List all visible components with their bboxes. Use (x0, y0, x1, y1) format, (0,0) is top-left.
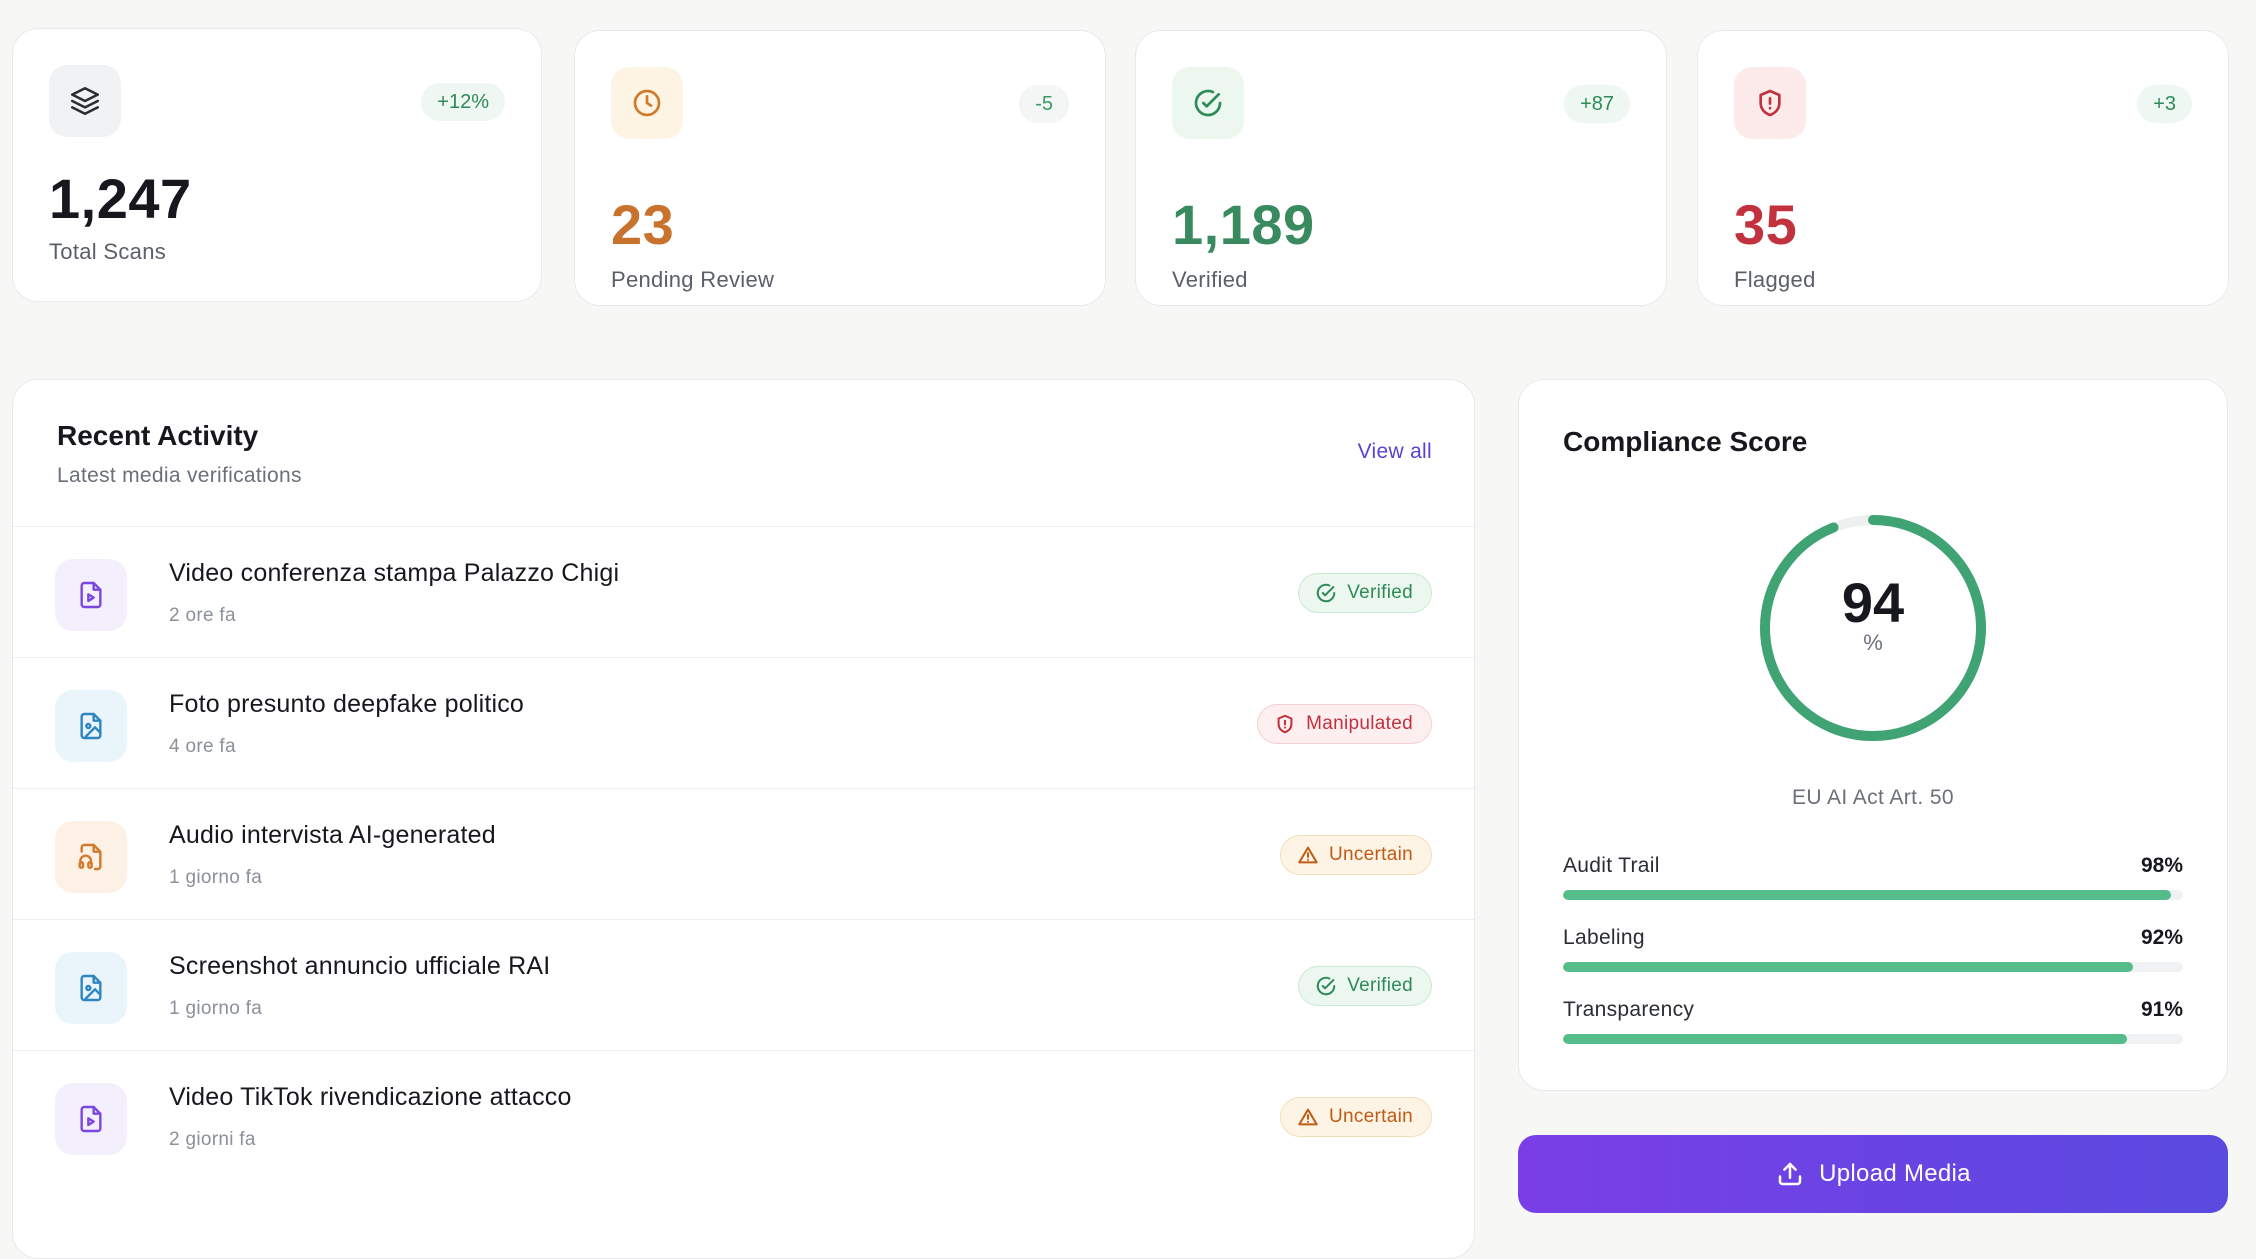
stat-card-pending-review: -5 23 Pending Review (574, 30, 1106, 306)
status-badge: Verified (1298, 966, 1432, 1006)
gauge-arc (1760, 515, 1986, 741)
stat-value: 35 (1734, 193, 1798, 256)
audio-file-icon (55, 821, 127, 893)
compliance-score-panel: Compliance Score 94 % EU AI Act Art. 50 … (1518, 379, 2228, 1091)
status-label: Uncertain (1328, 1106, 1413, 1127)
activity-item[interactable]: Video TikTok rivendicazione attacco 2 gi… (13, 1050, 1474, 1181)
activity-item-time: 1 giorno fa (169, 998, 263, 1019)
view-all-link[interactable]: View all (1357, 440, 1432, 463)
compliance-title: Compliance Score (1563, 426, 1808, 457)
stat-label: Total Scans (49, 239, 167, 264)
metric-audit-trail: Audit Trail 98% (1563, 854, 2183, 914)
metric-progress-fill (1563, 1034, 2128, 1044)
status-label: Uncertain (1328, 844, 1413, 865)
metric-progress-bar (1563, 1034, 2183, 1044)
image-file-icon (55, 952, 127, 1024)
stat-value: 1,189 (1172, 193, 1315, 256)
activity-item-name: Screenshot annuncio ufficiale RAI (169, 952, 551, 980)
stat-delta: +12% (421, 83, 505, 121)
activity-item-name: Foto presunto deepfake politico (169, 690, 525, 718)
metric-labeling: Labeling 92% (1563, 926, 2183, 986)
metric-value: 98% (2140, 854, 2183, 877)
metric-progress-fill (1563, 890, 2171, 900)
activity-item-time: 2 giorni fa (169, 1129, 256, 1150)
stat-card-verified: +87 1,189 Verified (1135, 30, 1667, 306)
metric-label: Labeling (1563, 926, 1645, 949)
activity-item-name: Video conferenza stampa Palazzo Chigi (169, 559, 620, 587)
compliance-subtitle: EU AI Act Art. 50 (1791, 786, 1955, 809)
stat-card-flagged: +3 35 Flagged (1697, 30, 2229, 306)
stat-label: Verified (1172, 267, 1248, 292)
status-label: Manipulated (1306, 713, 1413, 734)
status-badge: Uncertain (1279, 835, 1432, 875)
metric-progress-bar (1563, 962, 2183, 972)
warning-triangle-icon (1298, 846, 1318, 864)
activity-item[interactable]: Screenshot annuncio ufficiale RAI 1 gior… (13, 919, 1474, 1050)
status-badge: Verified (1298, 573, 1432, 613)
video-file-icon (55, 559, 127, 631)
activity-subtitle: Latest media verifications (57, 464, 302, 487)
check-circle-icon (1316, 583, 1336, 603)
upload-media-label: Upload Media (1819, 1160, 1971, 1187)
activity-title: Recent Activity (57, 420, 259, 451)
shield-alert-icon (1734, 67, 1806, 139)
activity-item[interactable]: Video conferenza stampa Palazzo Chigi 2 … (13, 526, 1474, 657)
status-badge: Uncertain (1279, 1097, 1432, 1137)
layers-icon (49, 65, 121, 137)
metric-value: 92% (2140, 926, 2183, 949)
metric-value: 91% (2140, 998, 2183, 1021)
activity-item-time: 1 giorno fa (169, 867, 263, 888)
stat-value: 23 (611, 193, 675, 256)
warning-triangle-icon (1298, 1108, 1318, 1126)
metric-label: Audit Trail (1563, 854, 1660, 877)
video-file-icon (55, 1083, 127, 1155)
stat-label: Flagged (1734, 267, 1816, 292)
activity-item-name: Audio intervista AI-generated (169, 821, 496, 849)
activity-item[interactable]: Foto presunto deepfake politico 4 ore fa… (13, 657, 1474, 788)
activity-list: Video conferenza stampa Palazzo Chigi 2 … (13, 526, 1474, 1181)
check-circle-icon (1172, 67, 1244, 139)
image-file-icon (55, 690, 127, 762)
clock-icon (611, 67, 683, 139)
stat-delta: +87 (1564, 85, 1630, 123)
status-label: Verified (1347, 975, 1413, 996)
activity-item-time: 4 ore fa (169, 736, 236, 757)
activity-item[interactable]: Audio intervista AI-generated 1 giorno f… (13, 788, 1474, 919)
compliance-score-value: 94 (1841, 571, 1905, 634)
metric-progress-fill (1563, 962, 2134, 972)
recent-activity-panel: Recent Activity Latest media verificatio… (12, 379, 1475, 1259)
compliance-score-unit: % (1863, 630, 1883, 655)
upload-media-button[interactable]: Upload Media (1518, 1135, 2228, 1213)
compliance-gauge (1760, 515, 1986, 741)
stat-delta: +3 (2137, 85, 2192, 123)
status-label: Verified (1347, 582, 1413, 603)
stat-delta: -5 (1019, 85, 1069, 123)
metric-transparency: Transparency 91% (1563, 998, 2183, 1058)
status-badge: Manipulated (1257, 704, 1432, 744)
metric-label: Transparency (1563, 998, 1695, 1021)
metric-progress-bar (1563, 890, 2183, 900)
activity-item-name: Video TikTok rivendicazione attacco (169, 1083, 572, 1111)
stat-label: Pending Review (611, 267, 775, 292)
check-circle-icon (1316, 976, 1336, 996)
upload-icon (1778, 1162, 1802, 1186)
stat-card-total-scans: +12% 1,247 Total Scans (12, 28, 542, 302)
shield-alert-icon (1277, 714, 1293, 734)
activity-item-time: 2 ore fa (169, 605, 236, 626)
stat-value: 1,247 (49, 167, 192, 230)
